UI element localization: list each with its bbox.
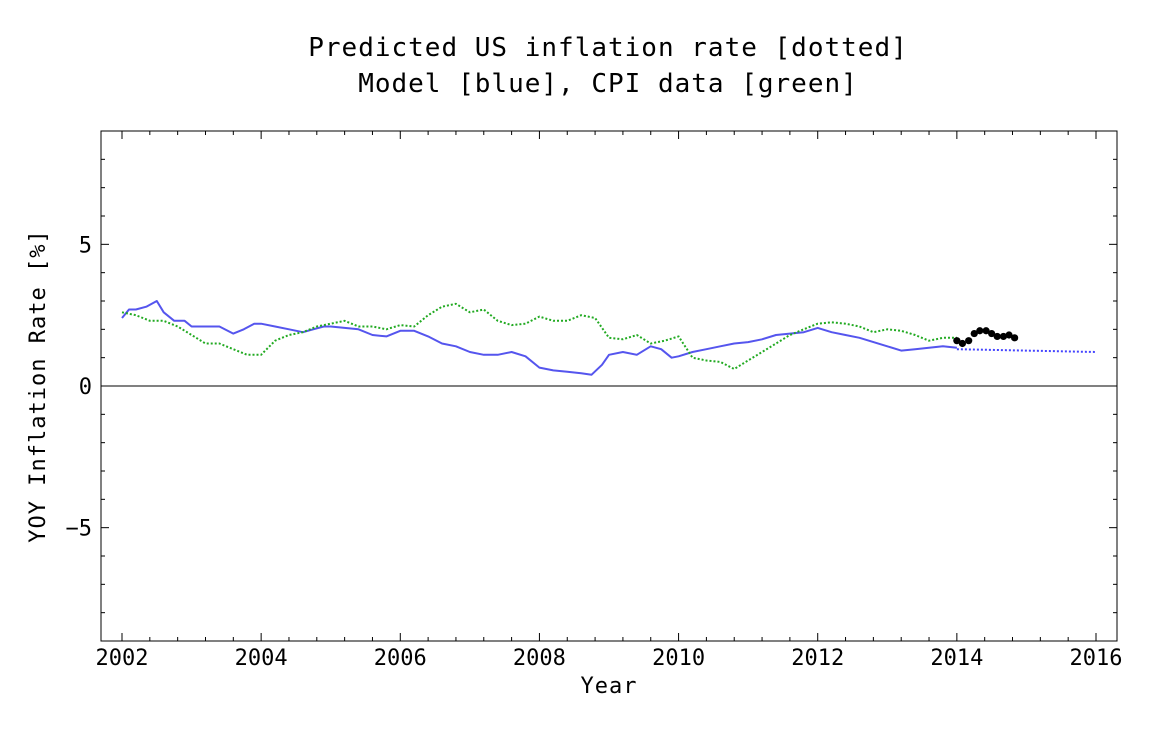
axis-ticks [101,130,1117,642]
x-tick-label: 2012 [791,646,844,671]
new_data-point [982,327,990,335]
y-tick-label: 0 [79,375,92,400]
chart-title: Predicted US inflation rate [dotted] [308,33,908,63]
new_data-point [1005,331,1013,339]
prediction-line [956,348,1097,353]
new_data-point [1011,334,1019,342]
x-tick-label: 2008 [513,646,566,671]
x-axis-label: Year [581,674,638,699]
x-tick-label: 2016 [1070,646,1123,671]
y-tick-label: −5 [66,517,93,542]
y-tick-label: 5 [79,233,92,258]
new_data-point [988,329,996,338]
model-line [121,300,958,376]
new_data-point [970,329,978,338]
new_data-point [953,337,961,345]
cpi-line [121,302,957,370]
new_data-point [958,339,967,348]
new_data-point [976,327,984,335]
chart-subtitle: Model [blue], CPI data [green] [358,69,858,99]
x-tick-label: 2010 [652,646,705,671]
tick-labels: 2002 2004 2006 2008 2010 2012 2014 2016 −5 0 5 [66,233,1123,671]
new_data-point [993,332,1001,341]
x-tick-label: 2002 [96,646,149,671]
x-tick-label: 2014 [930,646,983,671]
new_data-point [965,337,973,345]
y-axis-label: YOY Inflation Rate [%] [26,229,51,542]
series-layer [121,300,1097,376]
x-tick-label: 2006 [374,646,427,671]
x-tick-label: 2004 [235,646,288,671]
new_data-point [999,332,1008,341]
